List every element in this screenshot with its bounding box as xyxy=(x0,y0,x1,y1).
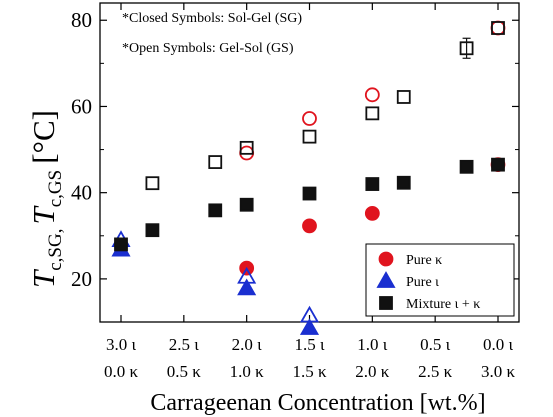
y-tick-label-80: 80 xyxy=(71,8,92,32)
x-tick-label-kappa-2: 1.0 κ xyxy=(230,362,265,381)
kappa-sol-gel-point-1 xyxy=(302,218,317,234)
y-label-symbol-gs: T xyxy=(26,205,61,225)
x-tick-label-iota-2: 2.0 ι xyxy=(232,335,263,354)
x-tick-label-kappa-4: 2.0 κ xyxy=(355,362,390,381)
x-tick-label-iota-4: 1.0 ι xyxy=(357,335,388,354)
mixture-gel-sol-point-2 xyxy=(239,140,254,155)
x-tick-label-iota-0: 3.0 ι xyxy=(106,335,137,354)
x-tick-label-kappa-3: 1.5 κ xyxy=(292,362,327,381)
x-tick-label-kappa-0: 0.0 κ xyxy=(104,362,139,381)
mixture-sol-gel-point-8 xyxy=(491,157,505,172)
legend-label-iota: Pure ι xyxy=(406,275,439,290)
mixture-gel-sol-point-4 xyxy=(365,106,380,121)
x-tick-label-iota-6: 0.0 ι xyxy=(483,335,514,354)
iota-sol-gel-point-1 xyxy=(237,278,257,296)
x-tick-label-iota-5: 0.5 ι xyxy=(420,335,451,354)
y-tick-label-20: 20 xyxy=(71,267,92,291)
mixture-gel-sol-point-5 xyxy=(396,90,411,104)
mixture-gel-sol-point-3 xyxy=(302,129,317,144)
y-tick-label-40: 40 xyxy=(71,181,92,205)
kappa-gel-sol-point-2 xyxy=(364,87,380,103)
kappa-gel-sol-point-3 xyxy=(490,20,506,36)
kappa-sol-gel-point-2 xyxy=(364,205,380,221)
mixture-sol-gel-point-4 xyxy=(302,186,317,201)
mixture-sol-gel-point-5 xyxy=(365,177,380,191)
x-tick-label-iota-1: 2.5 ι xyxy=(169,335,200,354)
mixture-sol-gel-point-1 xyxy=(145,223,160,238)
y-label-subscript-gs: c,GS xyxy=(45,170,66,207)
annotation-open-symbols: *Open Symbols: Gel-Sol (GS) xyxy=(122,41,294,56)
y-label-separator: , xyxy=(45,229,66,234)
y-label-subscript-sg: c,SG xyxy=(45,233,66,271)
mixture-gel-sol-point-1 xyxy=(208,155,223,169)
x-tick-label-kappa-6: 3.0 κ xyxy=(481,362,516,381)
svg-text:Tc,SG,Tc,GS[°C]: Tc,SG, Tc,GS [°C] xyxy=(26,110,66,288)
iota-sol-gel-point-2 xyxy=(299,318,320,335)
legend-marker-mixture xyxy=(379,296,393,310)
y-tick-label-60: 60 xyxy=(71,94,92,118)
y-axis-label: Tc,SG, Tc,GS [°C] xyxy=(26,110,66,288)
x-tick-label-iota-3: 1.5 ι xyxy=(294,335,325,354)
legend: Pure κ Pure ι Mixture ι + κ xyxy=(365,243,515,317)
legend-label-mixture: Mixture ι + κ xyxy=(406,297,480,312)
annotation-closed-symbols: *Closed Symbols: Sol-Gel (SG) xyxy=(122,11,302,26)
y-label-unit: [°C] xyxy=(26,110,61,164)
mixture-sol-gel-point-7 xyxy=(459,159,474,174)
mixture-gel-sol-point-7 xyxy=(491,21,505,35)
legend-label-kappa: Pure κ xyxy=(406,253,442,268)
legend-marker-kappa xyxy=(378,251,394,267)
mixture-gel-sol-point-0 xyxy=(145,176,160,191)
x-tick-label-kappa-1: 0.5 κ xyxy=(167,362,202,381)
x-axis-label: Carrageenan Concentration [wt.%] xyxy=(150,390,485,416)
mixture-sol-gel-point-0 xyxy=(114,237,128,252)
y-label-symbol-sg: T xyxy=(26,268,61,288)
x-tick-label-kappa-5: 2.5 κ xyxy=(418,362,453,381)
kappa-gel-sol-point-1 xyxy=(302,111,317,126)
mixture-sol-gel-point-6 xyxy=(396,175,411,190)
data-marks xyxy=(111,20,506,335)
legend-marker-iota xyxy=(376,271,396,288)
mixture-sol-gel-point-2 xyxy=(208,203,223,218)
axes: 20 40 60 80 3.0 ι 0.0 κ 2.5 ι 0.5 κ 2.0 ι 1.0 κ 1.… xyxy=(71,3,519,381)
mixture-sol-gel-point-3 xyxy=(239,197,254,212)
